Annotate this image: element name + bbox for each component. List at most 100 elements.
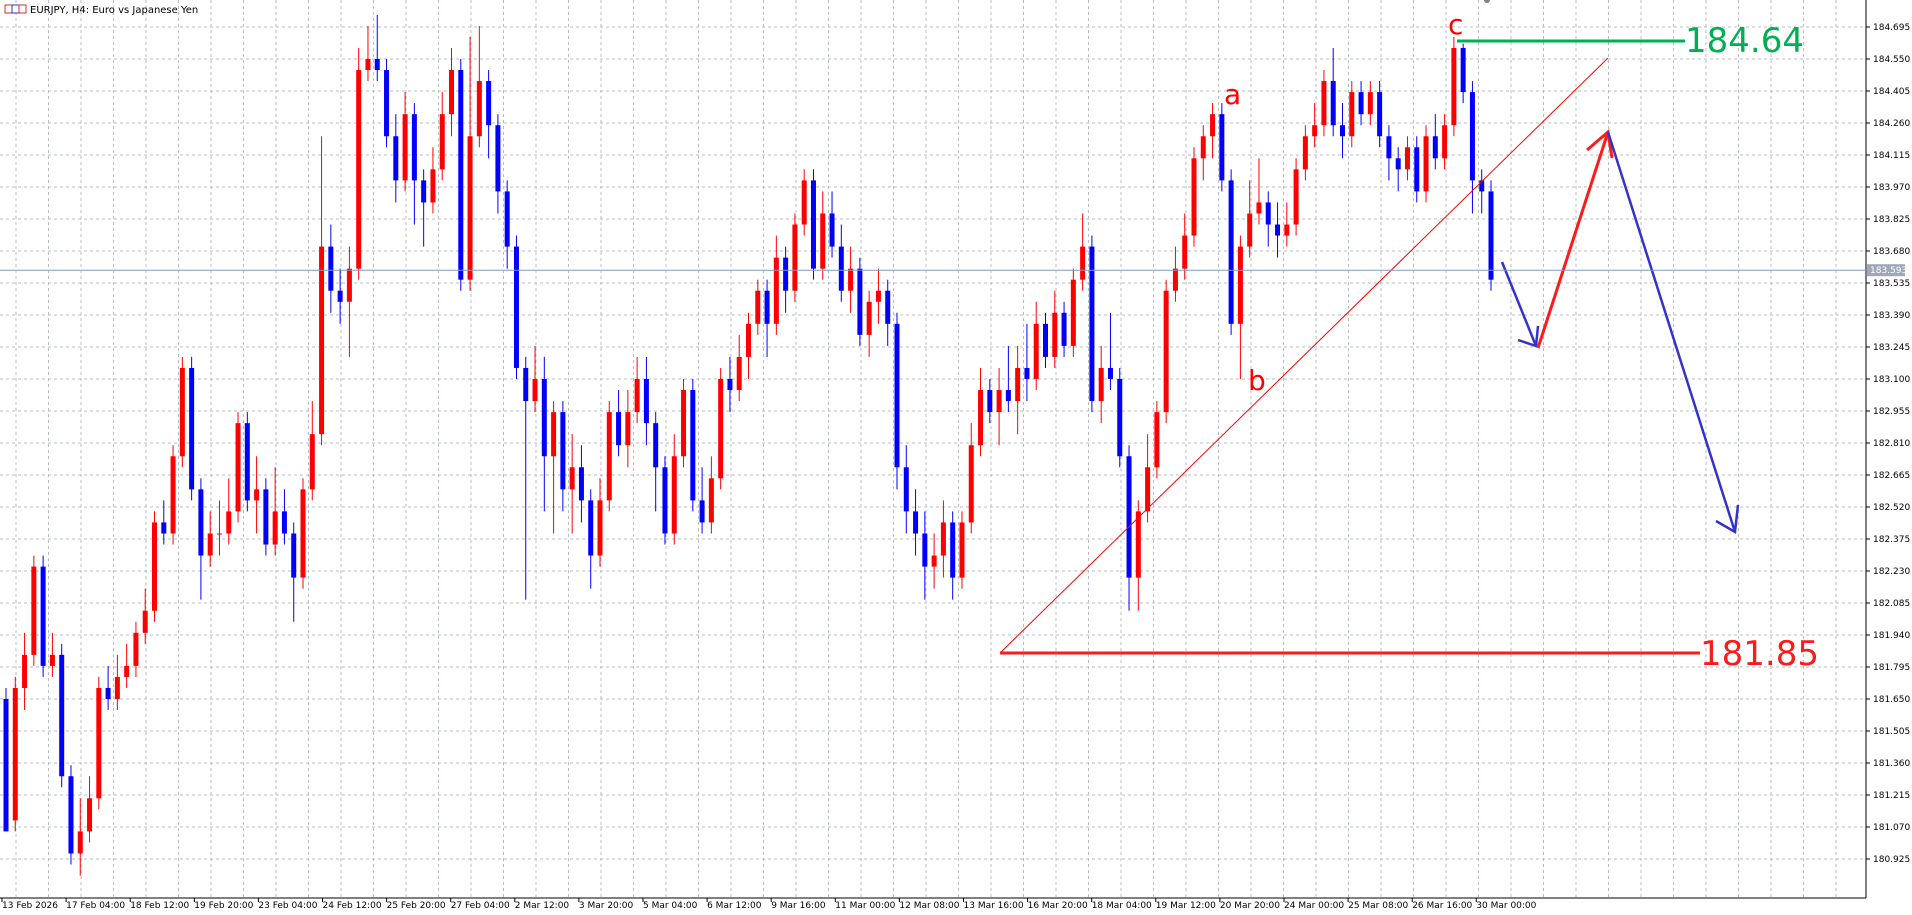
candle-body — [1377, 92, 1383, 137]
x-tick-label: 13 Mar 16:00 — [964, 901, 1024, 911]
candle-body — [281, 511, 287, 534]
x-tick-label: 6 Mar 12:00 — [707, 901, 762, 911]
candle-body — [532, 379, 538, 402]
candle-body — [1080, 246, 1086, 280]
candle-body — [328, 246, 334, 291]
y-tick-label: 182.955 — [1873, 407, 1910, 417]
candle-body — [458, 70, 464, 280]
candle-body — [1182, 235, 1188, 269]
x-tick-label: 18 Feb 12:00 — [130, 901, 189, 911]
candle-body — [495, 125, 501, 192]
candle-body — [142, 610, 148, 633]
candle-body — [235, 423, 241, 512]
candle-body — [1163, 290, 1169, 413]
candle-body — [291, 533, 297, 578]
candle-body — [1154, 412, 1160, 468]
candle-body — [996, 390, 1002, 413]
candle-body — [1321, 81, 1327, 126]
candle-body — [226, 511, 232, 534]
candle-body — [903, 467, 909, 512]
candle-body — [959, 522, 965, 578]
candle-body — [708, 478, 714, 523]
x-tick-label: 19 Mar 12:00 — [1156, 901, 1216, 911]
candle-body — [848, 268, 854, 291]
y-tick-label: 181.505 — [1873, 727, 1910, 737]
candle-body — [337, 290, 343, 302]
x-tick-label: 25 Mar 08:00 — [1348, 901, 1408, 911]
candle-body — [875, 290, 881, 302]
candle-body — [1469, 92, 1475, 181]
candle-body — [643, 379, 649, 424]
candle-body — [950, 522, 956, 578]
candle-body — [365, 59, 371, 71]
y-tick-label: 181.360 — [1873, 759, 1910, 769]
candle-body — [1237, 246, 1243, 324]
x-tick-label: 19 Feb 20:00 — [194, 901, 253, 911]
candle-body — [1432, 136, 1438, 159]
candle-body — [857, 268, 863, 335]
candle-body — [885, 290, 891, 324]
candle-body — [114, 676, 120, 699]
candle-body — [560, 412, 566, 490]
candle-body — [40, 566, 46, 666]
candle-body — [1275, 224, 1281, 236]
chart-window-icon — [4, 4, 27, 14]
candle-body — [569, 467, 575, 490]
projection-down-arrow-short[interactable] — [1500, 261, 1540, 348]
candle-body — [1219, 114, 1225, 181]
candle-body — [792, 224, 798, 291]
candle-body — [1404, 147, 1410, 170]
candle-body — [810, 180, 816, 269]
candle-body — [1043, 323, 1048, 357]
x-tick-label: 30 Mar 00:00 — [1476, 901, 1536, 911]
candle-body — [588, 500, 594, 556]
candle-body — [1330, 81, 1336, 126]
y-tick-label: 183.390 — [1873, 311, 1910, 321]
candle-body — [96, 687, 102, 799]
candle-body — [1302, 136, 1308, 170]
candle-body — [1247, 213, 1253, 247]
candle-body — [402, 114, 408, 181]
candle-body — [606, 412, 612, 501]
candle-body — [931, 555, 937, 567]
candle-body — [1293, 169, 1299, 225]
candle-body — [1423, 136, 1429, 192]
y-tick-label: 181.070 — [1873, 823, 1910, 833]
current-price-tag — [1867, 264, 1905, 277]
x-tick-label: 9 Mar 16:00 — [771, 901, 826, 911]
candle-body — [3, 699, 9, 832]
candle-body — [1015, 367, 1021, 402]
candle-body — [170, 456, 176, 534]
candle-body — [699, 500, 705, 523]
candle-body — [133, 632, 139, 666]
candle-body — [616, 412, 622, 446]
candle-body — [476, 81, 482, 137]
chart-title: EURJPY, H4: Euro vs Japanese Yen — [30, 5, 198, 16]
candle-body — [309, 434, 315, 490]
x-tick-label: 12 Mar 08:00 — [899, 901, 959, 911]
candle-body — [374, 59, 380, 71]
trendline[interactable] — [999, 57, 1609, 654]
candle-body — [681, 390, 687, 457]
x-tick-label: 2 Mar 12:00 — [515, 901, 570, 911]
candle-body — [272, 511, 278, 545]
candle-body — [866, 301, 872, 335]
candle-body — [393, 136, 399, 181]
grid — [0, 0, 1866, 898]
projection-down-arrow-long[interactable] — [1606, 131, 1740, 535]
candle-body — [940, 522, 946, 556]
candle-body — [49, 654, 55, 666]
candle-body — [161, 522, 167, 534]
candle-body — [319, 246, 325, 435]
candle-body — [1210, 114, 1216, 137]
y-tick-label: 182.665 — [1873, 471, 1910, 481]
candle-body — [597, 500, 603, 556]
y-tick-label: 184.550 — [1873, 55, 1910, 65]
candle-body — [1098, 367, 1104, 402]
candle-body — [978, 390, 984, 446]
drawings: 184.64 181.85 a b c — [999, 0, 1819, 674]
candle-body — [690, 390, 696, 501]
